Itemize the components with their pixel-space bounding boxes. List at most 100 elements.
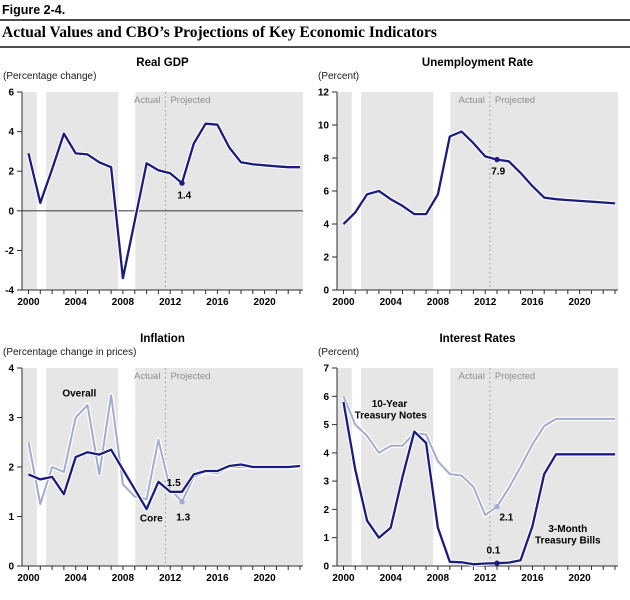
plot-background [337,92,618,290]
annotation-label: 1.5 [167,478,181,489]
panel-title-real-gdp: Real GDP [136,57,189,69]
y-tick-label: 7 [323,364,329,375]
series-line-core [28,448,301,511]
projected-label: Projected [170,95,210,106]
y-tick-label: 1 [8,512,14,523]
series-label: Treasury Notes [355,410,428,421]
panel-interest-rates: Interest Rates (Percent) Actual Projected… [315,330,630,600]
y-tick-label: 5 [323,420,329,431]
figure-number: Figure 2-4. [2,3,66,17]
projected-label: Projected [495,95,535,106]
y-tick-label: 10 [318,121,330,132]
y-tick-label: 6 [8,88,14,99]
series-label: Core [140,514,163,525]
y-tick-label: 4 [8,364,14,375]
y-tick-label: -4 [5,286,14,297]
y-tick-label: 1 [323,533,329,544]
data-point-marker [494,503,500,510]
x-tick-label: 2000 [17,573,40,584]
unemployment-rate-chart: Actual Projected 0 2 4 6 8 10 12 2000 2004 2008 2012… [318,88,618,308]
interest-rates-chart: Actual Projected 0 1 2 3 4 5 6 7 2000 2004 2008 2012 2… [323,364,618,584]
projected-label: Projected [495,371,535,382]
x-tick-label: 2016 [206,297,229,308]
series-line-unemployment-rate [342,130,616,225]
y-tick-label: 2 [8,167,14,178]
panel-title-inflation: Inflation [140,333,185,345]
x-tick-label: 2016 [521,297,544,308]
panel-unit-inflation: (Percentage change in prices) [3,347,137,358]
x-tick-label: 2020 [568,297,591,308]
y-tick-label: 2 [8,463,14,474]
annotation-label: 0.1 [486,545,500,556]
series-line-3-month-treasury-bills [342,401,615,566]
series-label: 10-Year [372,399,408,410]
x-tick-label: 2004 [65,297,88,308]
y-tick-label: 2 [323,253,329,264]
y-tick-label: 6 [323,392,329,403]
y-tick-label: 8 [323,154,329,165]
panel-title-unemployment-rate: Unemployment Rate [421,57,534,69]
data-point-marker [494,156,500,163]
recession-band [351,92,362,290]
series-label: Overall [62,389,96,400]
x-tick-label: 2012 [474,573,497,584]
x-tick-label: 2020 [253,297,276,308]
x-tick-label: 2008 [112,573,135,584]
x-tick-label: 2008 [427,573,450,584]
figure-title: Actual Values and CBO’s Projections of K… [2,24,437,41]
y-tick-label: 12 [318,88,330,99]
panel-inflation: Inflation (Percentage change in prices) … [0,330,315,600]
actual-label: Actual [458,95,484,106]
annotation-label: 2.1 [499,513,513,524]
x-tick-label: 2012 [474,297,497,308]
panel-unit-unemployment-rate: (Percent) [318,71,360,82]
actual-label: Actual [134,95,160,106]
panel-unit-interest-rates: (Percent) [318,347,360,358]
annotation-label: 7.9 [491,167,505,178]
data-point-marker [179,180,185,186]
inflation-chart: Actual Projected 0 1 2 3 4 2000 2004 2008 2012 2016… [8,364,303,584]
panel-title-interest-rates: Interest Rates [439,333,516,345]
y-tick-label: -2 [5,246,14,257]
header-rule-bottom [0,46,630,48]
y-tick-label: 4 [8,127,14,138]
x-tick-label: 2020 [568,573,591,584]
y-tick-label: 0 [323,286,329,297]
real-gdp-chart: Actual Projected -4 -2 0 2 4 6 2000 2004 2008 2012 2… [5,88,303,308]
x-tick-label: 2004 [380,573,403,584]
x-tick-label: 2008 [427,297,450,308]
y-tick-label: 3 [8,413,14,424]
x-tick-label: 2000 [332,573,355,584]
x-tick-label: 2020 [253,573,276,584]
x-tick-label: 2000 [332,297,355,308]
y-tick-label: 4 [323,448,329,459]
header-rule-top [0,19,630,21]
y-tick-label: 0 [8,206,14,217]
series-line-10-year-treasury-notes [342,395,615,517]
data-point-marker [494,560,500,566]
x-tick-label: 2000 [17,297,40,308]
projected-label: Projected [170,371,210,382]
x-tick-label: 2008 [112,297,135,308]
y-tick-label: 3 [323,477,329,488]
x-tick-label: 2012 [159,573,182,584]
y-tick-label: 2 [323,505,329,516]
recession-band [433,92,451,290]
panel-unit-real-gdp: (Percentage change) [3,71,97,82]
annotation-label: 1.4 [177,191,191,202]
panel-real-gdp: Real GDP (Percentage change) Actual Proje… [0,54,315,324]
series-line-real-gdp [27,122,300,280]
annotation-label: 1.3 [176,513,190,524]
x-tick-label: 2004 [65,573,88,584]
x-tick-label: 2016 [206,573,229,584]
recession-band [36,368,47,566]
actual-label: Actual [458,371,484,382]
recession-band [118,368,136,566]
recession-band [36,92,47,290]
y-tick-label: 0 [323,562,329,573]
y-tick-label: 6 [323,187,329,198]
data-point-marker [179,499,185,505]
actual-label: Actual [134,371,160,382]
x-tick-label: 2016 [521,573,544,584]
